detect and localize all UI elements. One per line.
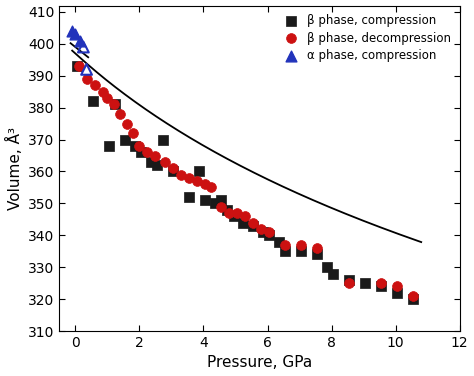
β phase, compression — [195, 168, 202, 174]
β phase, compression — [259, 229, 266, 235]
β phase, decompression — [144, 149, 151, 155]
β phase, decompression — [377, 280, 385, 286]
β phase, decompression — [225, 210, 233, 216]
β phase, compression — [265, 232, 273, 238]
β phase, compression — [121, 136, 129, 143]
β phase, compression — [346, 277, 353, 283]
β phase, compression — [230, 213, 237, 219]
Point — [83, 67, 91, 73]
α phase, compression — [76, 38, 84, 44]
β phase, compression — [185, 194, 193, 200]
β phase, compression — [201, 197, 209, 203]
β phase, compression — [131, 143, 138, 149]
β phase, compression — [217, 197, 225, 203]
β phase, decompression — [249, 220, 257, 226]
β phase, decompression — [410, 293, 417, 299]
β phase, compression — [160, 136, 167, 143]
β phase, decompression — [313, 245, 321, 251]
β phase, compression — [410, 296, 417, 302]
Legend: β phase, compression, β phase, decompression, α phase, compression: β phase, compression, β phase, decompres… — [277, 11, 454, 65]
β phase, decompression — [83, 76, 91, 82]
β phase, compression — [137, 149, 145, 155]
β phase, decompression — [201, 181, 209, 187]
β phase, compression — [377, 284, 385, 290]
β phase, decompression — [177, 172, 185, 178]
β phase, decompression — [346, 280, 353, 286]
β phase, compression — [240, 220, 247, 226]
β phase, decompression — [152, 153, 159, 159]
β phase, compression — [153, 162, 161, 168]
β phase, decompression — [99, 89, 106, 95]
β phase, compression — [89, 98, 97, 104]
β phase, compression — [111, 102, 119, 108]
β phase, compression — [361, 280, 369, 286]
β phase, compression — [329, 271, 337, 277]
β phase, decompression — [297, 242, 305, 248]
β phase, compression — [249, 223, 257, 229]
β phase, compression — [211, 200, 219, 206]
β phase, decompression — [393, 284, 401, 290]
α phase, compression — [68, 28, 76, 34]
β phase, decompression — [265, 229, 273, 235]
β phase, decompression — [193, 178, 201, 184]
β phase, compression — [297, 248, 305, 254]
β phase, decompression — [241, 213, 249, 219]
β phase, compression — [323, 264, 330, 270]
β phase, compression — [169, 168, 177, 174]
β phase, decompression — [233, 210, 241, 216]
β phase, decompression — [169, 165, 177, 171]
X-axis label: Pressure, GPa: Pressure, GPa — [207, 355, 312, 370]
β phase, decompression — [91, 82, 99, 88]
Point — [80, 44, 87, 50]
β phase, compression — [393, 290, 401, 296]
β phase, decompression — [123, 121, 130, 127]
β phase, compression — [73, 63, 81, 69]
β phase, decompression — [282, 242, 289, 248]
β phase, decompression — [217, 203, 225, 209]
β phase, decompression — [185, 175, 193, 181]
β phase, decompression — [161, 159, 169, 165]
α phase, compression — [72, 31, 79, 37]
β phase, compression — [105, 143, 113, 149]
β phase, decompression — [257, 226, 265, 232]
β phase, compression — [275, 239, 283, 245]
β phase, compression — [224, 207, 231, 213]
β phase, decompression — [136, 143, 143, 149]
Y-axis label: Volume, Å³: Volume, Å³ — [6, 127, 23, 210]
β phase, decompression — [104, 95, 111, 101]
β phase, decompression — [110, 102, 118, 108]
β phase, decompression — [208, 185, 215, 191]
β phase, compression — [147, 159, 155, 165]
β phase, decompression — [117, 111, 124, 117]
β phase, compression — [313, 252, 321, 258]
β phase, compression — [282, 248, 289, 254]
β phase, decompression — [75, 63, 82, 69]
β phase, decompression — [129, 130, 137, 136]
